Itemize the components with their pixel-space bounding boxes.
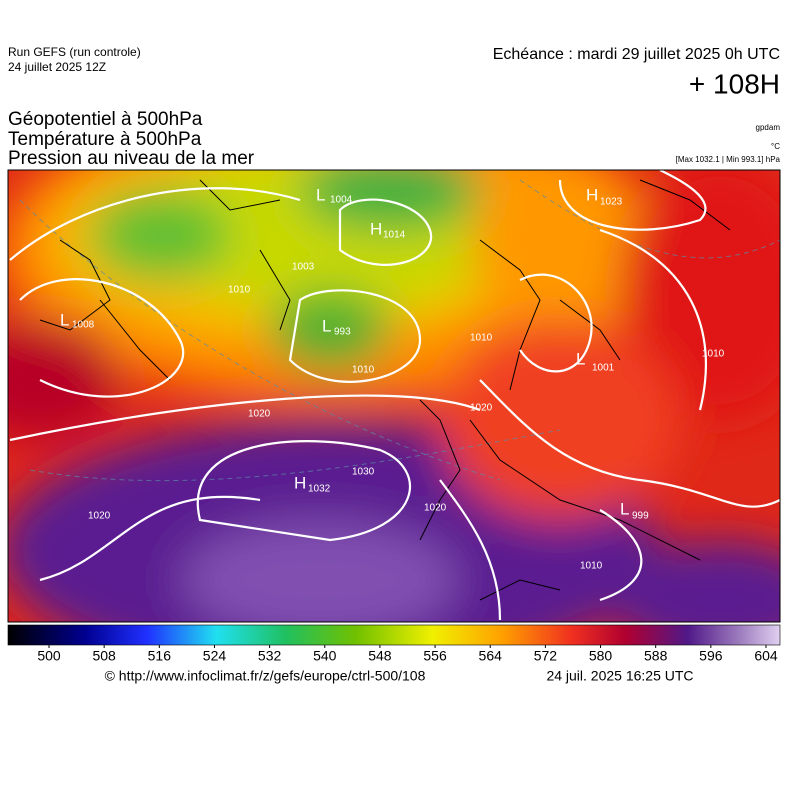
colorbar-label: 540 [313,648,337,664]
colorbar-label: 580 [589,648,613,664]
isobar-label: 1003 [292,262,315,273]
colorbar-label: 548 [368,648,392,664]
isobar-label: 1010 [352,365,375,376]
pressure-value: 993 [334,327,351,338]
colorbar-label: 508 [92,648,116,664]
run-label: Run GEFS (run controle) [8,45,141,59]
title: Température à 500hPa [8,129,202,150]
colorbar-label: 516 [148,648,172,664]
pressure-center: L [316,185,325,204]
pressure-value: 1004 [330,195,353,206]
unit: °C [771,142,780,151]
colorbar-label: 588 [644,648,668,664]
unit: gpdam [756,123,781,132]
colorbar-label: 564 [479,648,503,664]
pressure-value: 1008 [72,320,95,331]
pressure-center: L [576,349,585,368]
colorbar-label: 500 [37,648,61,664]
map-frame [7,169,781,623]
pressure-value: 1001 [592,363,615,374]
colorbar-ticks: 500 508 516 524 532 540 548 556 564 572 580 588 596 6… [37,645,778,664]
isobar-label: 1010 [702,349,725,360]
lead-time: + 108H [689,68,780,99]
pressure-center: H [586,185,598,204]
isobar-label: 1020 [470,403,493,414]
isobar-label: 1030 [352,467,375,478]
colorbar-label: 572 [534,648,558,664]
unit: [Max 1032.1 | Min 993.1] hPa [676,155,781,164]
run-date: 24 juillet 2025 12Z [8,60,106,74]
pressure-center: H [370,219,382,238]
isobar-label: 1010 [228,285,251,296]
pressure-value: 1032 [308,484,331,495]
credit: © http://www.infoclimat.fr/z/gefs/europe… [105,668,426,684]
isobar-label: 1020 [424,503,447,514]
echeance: Echéance : mardi 29 juillet 2025 0h UTC [493,46,780,63]
title: Géopotentiel à 500hPa [8,109,203,130]
title: Pression au niveau de la mer [8,148,255,169]
pressure-center: L [322,316,331,335]
pressure-center: L [60,310,69,329]
pressure-center: L [620,499,629,518]
pressure-value: 1014 [383,230,406,241]
colorbar-label: 524 [203,648,227,664]
isobar-label: 1010 [470,333,493,344]
isobar-label: 1020 [248,409,271,420]
timestamp: 24 juil. 2025 16:25 UTC [546,668,693,684]
colorbar-label: 596 [699,648,723,664]
pressure-center: H [294,473,306,492]
isobar-label: 1020 [88,511,111,522]
colorbar [7,624,781,646]
pressure-value: 1023 [600,197,623,208]
isobar-label: 1010 [580,561,603,572]
pressure-value: 999 [632,511,649,522]
colorbar-label: 532 [258,648,282,664]
colorbar-label: 556 [423,648,447,664]
map: L 1008 L 993 H 1014 H 1032 L 999 L 1004 … [8,170,780,622]
colorbar-label: 604 [754,648,778,664]
